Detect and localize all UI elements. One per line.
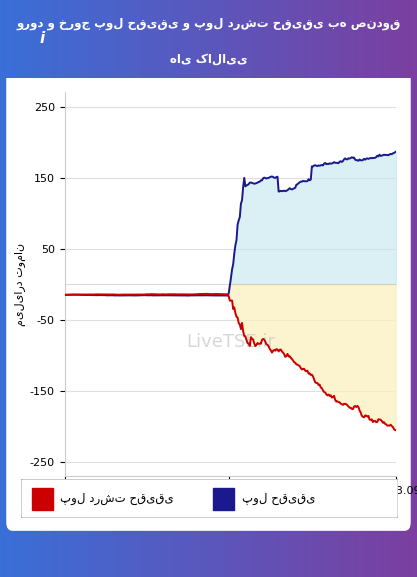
Y-axis label: میلیارد تومان: میلیارد تومان [15, 242, 25, 326]
Text: i: i [39, 32, 44, 46]
Text: پول حقیقی: پول حقیقی [241, 492, 315, 505]
FancyBboxPatch shape [6, 66, 411, 531]
Text: ورود و خروج پول حقیقی و پول درشت حقیقی به صندوق: ورود و خروج پول حقیقی و پول درشت حقیقی ب… [16, 17, 401, 30]
X-axis label: زمان: زمان [370, 499, 396, 512]
Bar [32, 488, 53, 509]
Text: پول درشت حقیقی: پول درشت حقیقی [60, 492, 174, 505]
Text: های کالایی: های کالایی [170, 53, 247, 66]
Bar [214, 488, 234, 509]
Text: LiveTSE.ir: LiveTSE.ir [186, 333, 275, 351]
FancyBboxPatch shape [21, 479, 398, 518]
